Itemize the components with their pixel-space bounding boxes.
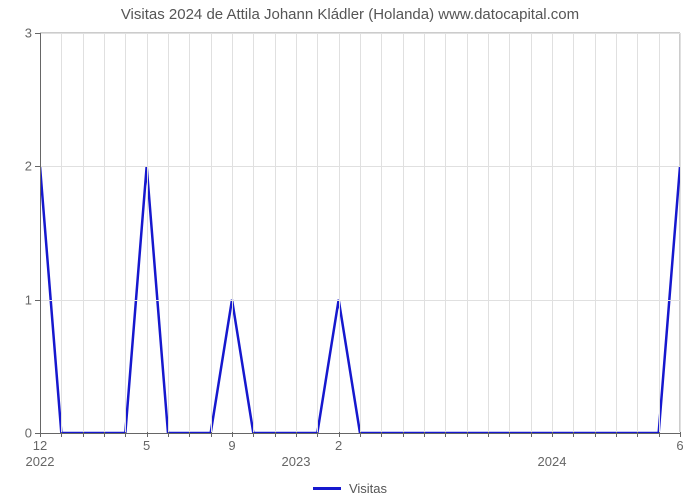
x-axis-line [40,433,680,434]
legend: Visitas [0,480,700,496]
grid-line-vertical [467,33,468,433]
grid-line-vertical [360,33,361,433]
grid-line-vertical [552,33,553,433]
x-tick-label: 6 [676,432,683,453]
x-tick-label: 5 [143,432,150,453]
grid-line-vertical [104,33,105,433]
grid-line-vertical [573,33,574,433]
legend-label: Visitas [349,481,387,496]
grid-line-vertical [445,33,446,433]
grid-line-vertical [61,33,62,433]
grid-line-vertical [531,33,532,433]
grid-line-vertical [424,33,425,433]
grid-line-vertical [616,33,617,433]
grid-line-vertical [317,33,318,433]
grid-line-horizontal [40,166,680,167]
grid-line-vertical [125,33,126,433]
x-tick-year-label: 2024 [538,432,567,469]
grid-line-vertical [232,33,233,433]
x-tick-year-label: 2022 [26,432,55,469]
grid-line-vertical [189,33,190,433]
grid-line-vertical [296,33,297,433]
legend-swatch [313,487,341,490]
grid-line-vertical [339,33,340,433]
grid-line-vertical [637,33,638,433]
x-tick-label: 9 [228,432,235,453]
grid-line-vertical [147,33,148,433]
grid-line-vertical [253,33,254,433]
visits-chart: Visitas 2024 de Attila Johann Kládler (H… [0,0,700,500]
grid-line-vertical [168,33,169,433]
grid-line-horizontal [40,300,680,301]
grid-line-vertical [659,33,660,433]
grid-line-vertical [488,33,489,433]
grid-line-vertical [275,33,276,433]
grid-line-vertical [509,33,510,433]
grid-line-vertical [403,33,404,433]
grid-line-vertical [381,33,382,433]
grid-line-vertical [595,33,596,433]
x-tick-year-label: 2023 [282,432,311,469]
y-axis-line [40,33,41,433]
chart-title: Visitas 2024 de Attila Johann Kládler (H… [0,6,700,23]
grid-line-horizontal [40,33,680,34]
grid-line-vertical [680,33,681,433]
plot-area: 0123122022592023220246 [40,32,680,432]
grid-line-vertical [83,33,84,433]
x-tick-label: 2 [335,432,342,453]
grid-line-vertical [211,33,212,433]
